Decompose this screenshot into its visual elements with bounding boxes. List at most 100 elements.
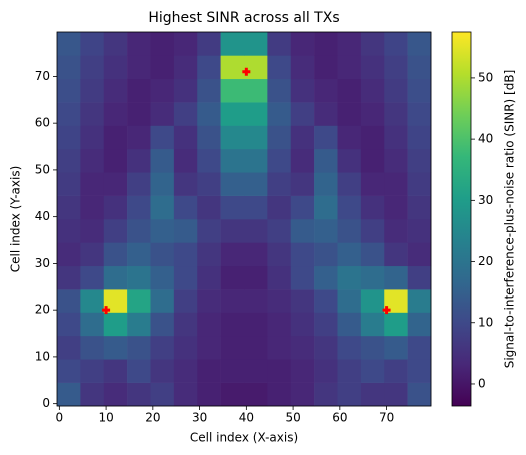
heatmap-cell — [103, 148, 128, 173]
heatmap-cell — [267, 242, 292, 267]
y-tick-label: 10 — [35, 349, 50, 363]
heatmap-cell — [220, 265, 245, 290]
heatmap-cell — [337, 242, 362, 267]
heatmap-cell — [267, 359, 292, 383]
heatmap-cell — [384, 382, 408, 407]
heatmap-cell — [244, 219, 268, 243]
heatmap-cell — [314, 335, 338, 360]
heatmap-cell — [173, 312, 198, 337]
heatmap-cell — [290, 125, 315, 150]
heatmap-cell — [127, 312, 151, 337]
x-tick-label: 0 — [56, 411, 64, 425]
heatmap-cell — [173, 148, 198, 173]
heatmap-cell — [150, 265, 175, 290]
heatmap-cell — [337, 359, 362, 383]
heatmap-cell — [127, 55, 151, 80]
heatmap-cell — [384, 265, 408, 290]
heatmap-cell — [197, 359, 221, 383]
heatmap-cell — [127, 265, 151, 290]
heatmap-cell — [267, 265, 292, 290]
heatmap-cell — [173, 359, 198, 383]
heatmap-cell — [220, 148, 245, 173]
heatmap-cell — [80, 312, 105, 337]
heatmap-cell — [127, 289, 151, 313]
heatmap-cell — [384, 172, 408, 196]
heatmap-cell — [220, 78, 245, 103]
heatmap-cell — [314, 172, 338, 196]
heatmap-cell — [57, 382, 81, 407]
heatmap-cell — [267, 195, 292, 220]
heatmap-cell — [197, 289, 221, 313]
heatmap-cell — [244, 265, 268, 290]
heatmap-cell — [173, 265, 198, 290]
heatmap-cell — [220, 195, 245, 220]
heatmap-cell — [337, 172, 362, 196]
heatmap-cell — [384, 219, 408, 243]
heatmap-cell — [314, 195, 338, 220]
heatmap-cell — [384, 312, 408, 337]
heatmap-cell — [360, 102, 385, 126]
heatmap-cell — [80, 265, 105, 290]
heatmap-cell — [384, 359, 408, 383]
heatmap-cell — [407, 55, 432, 80]
heatmap-cell — [407, 102, 432, 126]
heatmap-cell — [337, 312, 362, 337]
heatmap-cell — [173, 125, 198, 150]
heatmap-cell — [197, 125, 221, 150]
heatmap-cell — [244, 312, 268, 337]
heatmap-cell — [314, 219, 338, 243]
heatmap-cell — [337, 55, 362, 80]
heatmap-cell — [150, 382, 175, 407]
heatmap-cell — [407, 312, 432, 337]
heatmap-cell — [127, 195, 151, 220]
heatmap-cell — [290, 242, 315, 267]
heatmap-cell — [57, 32, 81, 56]
heatmap-cell — [57, 312, 81, 337]
x-tick-label: 70 — [379, 411, 394, 425]
heatmap-cell — [407, 125, 432, 150]
heatmap-cell — [80, 382, 105, 407]
heatmap-cell — [290, 382, 315, 407]
heatmap-cell — [80, 32, 105, 56]
heatmap-cell — [80, 219, 105, 243]
heatmap-cell — [337, 102, 362, 126]
y-tick-label: 40 — [35, 209, 50, 223]
heatmap-cell — [57, 55, 81, 80]
colorbar-tick-label: 30 — [478, 193, 493, 207]
heatmap-cell — [290, 55, 315, 80]
heatmap-cell — [150, 242, 175, 267]
heatmap-cell — [360, 148, 385, 173]
heatmap-cell — [173, 219, 198, 243]
heatmap-cell — [384, 78, 408, 103]
heatmap-cell — [103, 265, 128, 290]
heatmap-cell — [197, 382, 221, 407]
heatmap-cell — [360, 265, 385, 290]
heatmap-cell — [127, 148, 151, 173]
heatmap-cell — [360, 382, 385, 407]
heatmap-cell — [173, 195, 198, 220]
heatmap-cell — [220, 125, 245, 150]
heatmap-cell — [57, 219, 81, 243]
heatmap-cell — [173, 55, 198, 80]
heatmap-cell — [80, 148, 105, 173]
x-tick-label: 60 — [332, 411, 347, 425]
heatmap-cell — [80, 55, 105, 80]
heatmap-cell — [314, 78, 338, 103]
heatmap-cell — [80, 289, 105, 313]
heatmap-cell — [197, 242, 221, 267]
heatmap-cell — [103, 359, 128, 383]
heatmap-cell — [103, 55, 128, 80]
heatmap-cell — [197, 219, 221, 243]
heatmap-cell — [150, 148, 175, 173]
heatmap-cell — [197, 55, 221, 80]
heatmap-cell — [127, 78, 151, 103]
heatmap-cell — [57, 78, 81, 103]
heatmap-cell — [360, 55, 385, 80]
heatmap-cell — [267, 125, 292, 150]
heatmap-cell — [360, 32, 385, 56]
heatmap-cell — [267, 312, 292, 337]
colorbar-tick-label: 0 — [478, 376, 486, 390]
y-tick-label: 30 — [35, 256, 50, 270]
heatmap-cell — [290, 265, 315, 290]
heatmap-cell — [267, 148, 292, 173]
